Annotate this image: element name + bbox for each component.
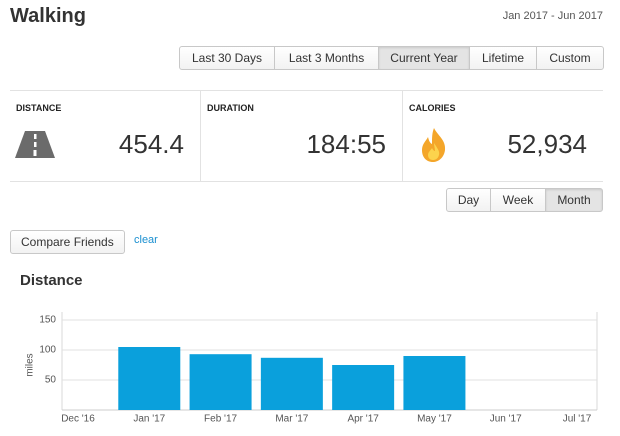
flame-icon xyxy=(422,128,446,162)
clear-link[interactable]: clear xyxy=(134,234,158,246)
period-button[interactable]: Day xyxy=(446,188,491,212)
range-buttons: Last 30 Days Last 3 Months Current Year … xyxy=(179,46,604,70)
bar xyxy=(403,356,466,410)
y-axis-label: miles xyxy=(25,353,36,376)
stat: CALORIES 52,934 xyxy=(403,91,603,181)
x-tick-label: Feb '17 xyxy=(204,414,237,425)
x-tick-label: Apr '17 xyxy=(347,414,379,425)
date-range: Jan 2017 - Jun 2017 xyxy=(502,10,603,22)
stat: DISTANCE 454.4 xyxy=(10,91,200,181)
road-icon xyxy=(15,131,55,158)
compare-button[interactable]: Compare Friends xyxy=(10,230,125,254)
y-tick-label: 100 xyxy=(39,345,56,356)
period-button[interactable]: Month xyxy=(545,188,603,212)
stat: DURATION 184:55 xyxy=(201,91,402,181)
chart-title: Distance xyxy=(20,272,83,289)
bar xyxy=(189,354,252,410)
stat-value: 454.4 xyxy=(118,129,184,159)
range-button[interactable]: Last 30 Days xyxy=(179,46,275,70)
x-tick-label: Jun '17 xyxy=(490,414,522,425)
y-tick-label: 150 xyxy=(39,315,56,326)
chart: miles 50 100 150 Dec '16 Jan '17 Feb '17 Mar '… xyxy=(25,312,598,425)
x-tick-label: Mar '17 xyxy=(275,414,308,425)
stat-value: 52,934 xyxy=(507,129,587,159)
y-tick-label: 50 xyxy=(45,375,57,386)
x-tick-label: Jan '17 xyxy=(133,414,165,425)
divider xyxy=(402,91,403,181)
x-tick-label: Jul '17 xyxy=(563,414,592,425)
range-button[interactable]: Last 3 Months xyxy=(274,46,379,70)
page-title: Walking xyxy=(10,5,86,27)
stat-value: 184:55 xyxy=(306,129,386,159)
period-button[interactable]: Week xyxy=(490,188,546,212)
divider xyxy=(200,91,201,181)
bar xyxy=(118,347,181,410)
bar xyxy=(332,365,395,410)
period-buttons: Day Week Month xyxy=(446,188,603,212)
bar xyxy=(260,357,323,410)
range-button[interactable]: Current Year xyxy=(378,46,470,70)
stat-label: DISTANCE xyxy=(16,103,62,113)
stats-panel: DISTANCE 454.4 DURATION 184:55 CALORIES … xyxy=(10,90,603,182)
x-tick-label: Dec '16 xyxy=(61,414,95,425)
range-button[interactable]: Custom xyxy=(536,46,604,70)
range-button[interactable]: Lifetime xyxy=(469,46,537,70)
stat-label: DURATION xyxy=(207,103,254,113)
x-tick-label: May '17 xyxy=(417,414,452,425)
stat-label: CALORIES xyxy=(409,103,456,113)
